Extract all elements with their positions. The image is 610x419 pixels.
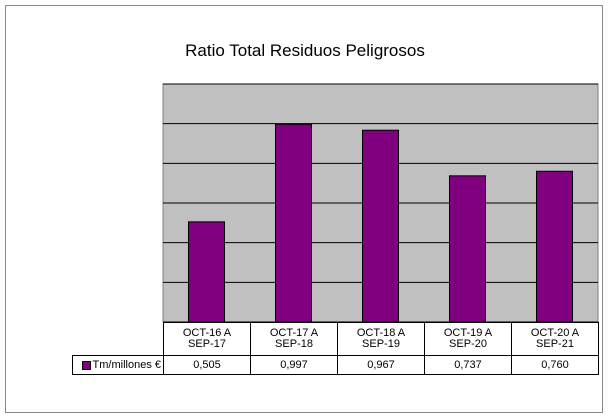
x-tick-label: OCT-18 A SEP-19 <box>337 322 425 356</box>
data-label: 0,505 <box>163 355 251 375</box>
data-label: 0,737 <box>424 355 512 375</box>
data-label: 0,760 <box>511 355 599 375</box>
x-tick-label: OCT-20 A SEP-21 <box>511 322 599 356</box>
legend-label: Tm/millones € <box>92 358 161 371</box>
x-tick-label: OCT-17 A SEP-18 <box>250 322 338 356</box>
bar <box>362 129 399 323</box>
x-tick-label: OCT-19 A SEP-20 <box>424 322 512 356</box>
bar <box>449 175 486 323</box>
chart-title: Ratio Total Residuos Peligrosos <box>185 41 425 60</box>
data-label: 0,967 <box>337 355 425 375</box>
bar <box>536 170 573 323</box>
data-label: 0,997 <box>250 355 338 375</box>
x-tick-label: OCT-16 A SEP-17 <box>163 322 251 356</box>
bar <box>188 221 225 323</box>
chart-frame <box>5 5 603 413</box>
legend-cell: Tm/millones € <box>72 355 164 375</box>
bar <box>275 123 312 323</box>
legend-swatch <box>81 360 91 370</box>
